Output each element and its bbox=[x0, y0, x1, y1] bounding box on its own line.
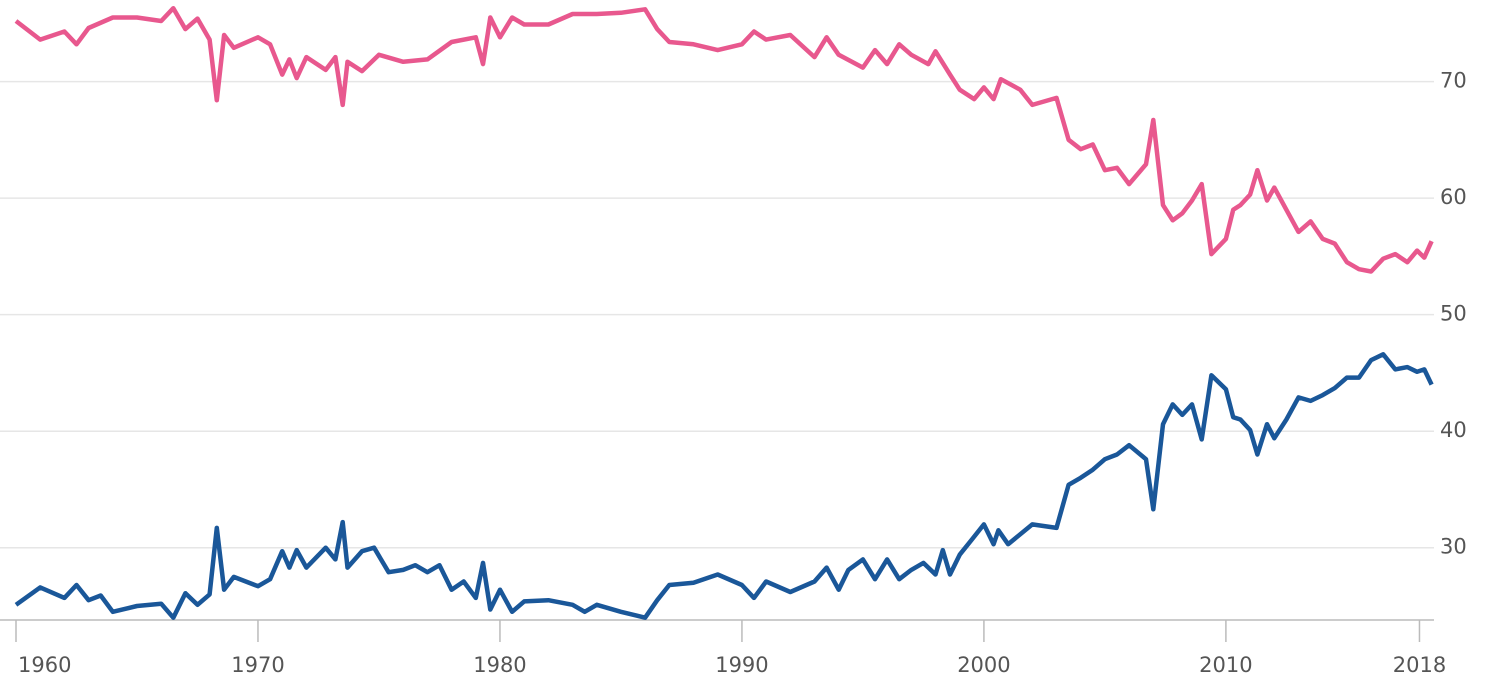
x-tick-label: 1960 bbox=[18, 653, 71, 677]
y-tick-label: 60 bbox=[1440, 185, 1467, 209]
y-tick-label: 70 bbox=[1440, 69, 1467, 93]
y-tick-label: 50 bbox=[1440, 302, 1467, 326]
x-tick-label: 2000 bbox=[957, 653, 1010, 677]
x-tick-label: 2010 bbox=[1199, 653, 1252, 677]
x-tick-label: 1990 bbox=[715, 653, 768, 677]
x-tick-label: 1980 bbox=[473, 653, 526, 677]
series-line bbox=[14, 352, 1434, 620]
x-tick-label: 1970 bbox=[231, 653, 284, 677]
y-tick-label: 40 bbox=[1440, 418, 1467, 442]
x-tick-label: 2018 bbox=[1393, 653, 1446, 677]
y-tick-label: 30 bbox=[1440, 535, 1467, 559]
series-line bbox=[14, 5, 1434, 274]
